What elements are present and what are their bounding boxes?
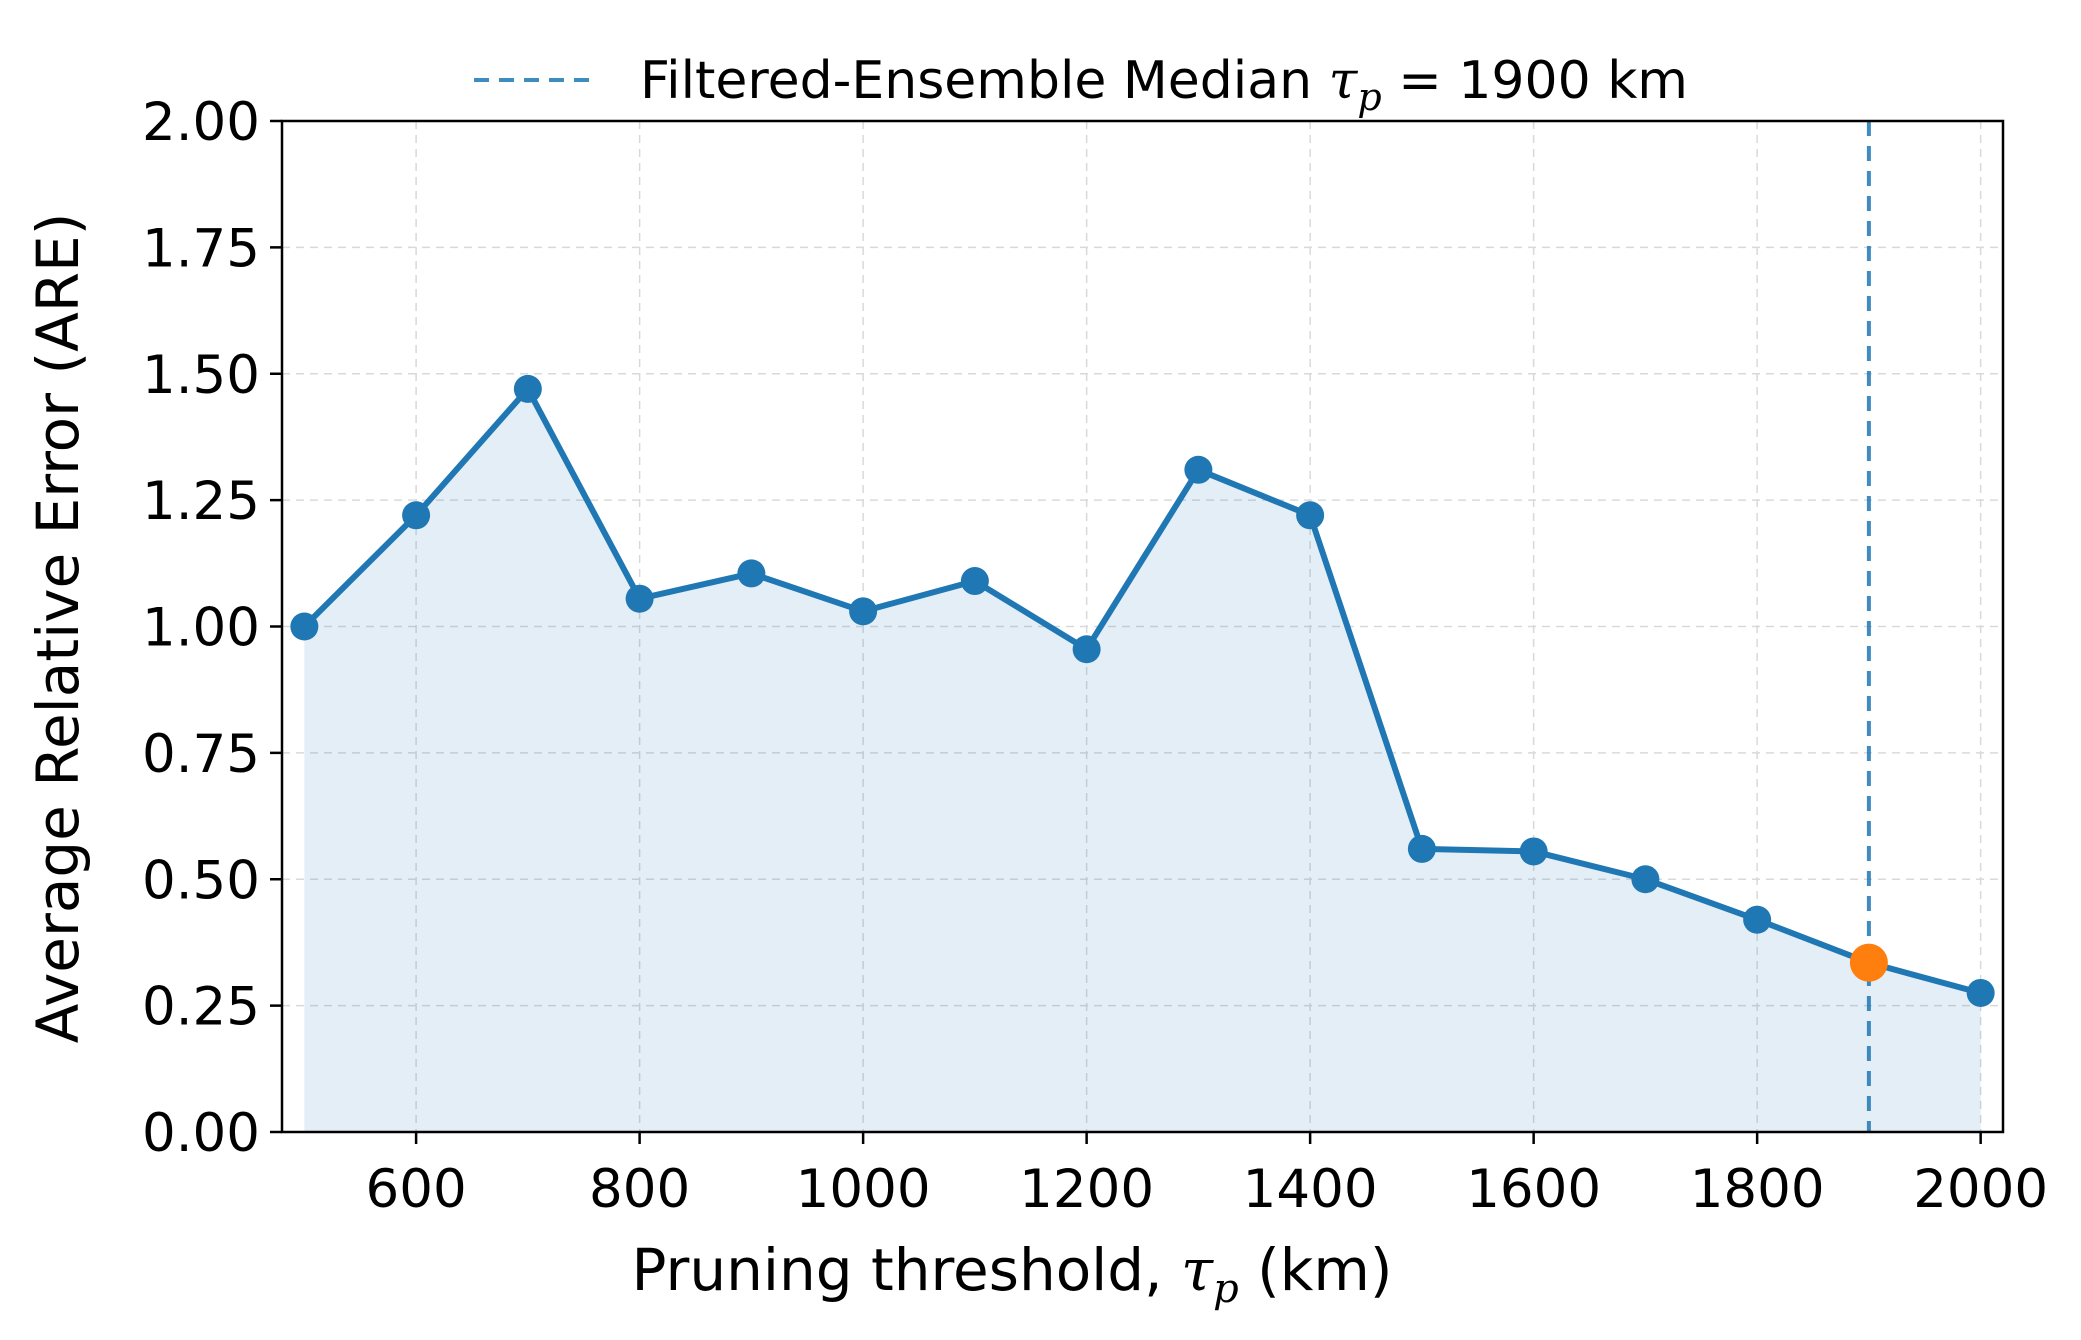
x-tick-label: 600	[366, 1159, 467, 1220]
x-axis: 600 800 1000 1200 1400 1600 1800 2000	[366, 1132, 2048, 1220]
data-point	[1184, 455, 1213, 484]
x-tick-label: 1800	[1690, 1159, 1825, 1220]
x-tick-label: 2000	[1913, 1159, 2048, 1220]
x-tick-label: 1600	[1466, 1159, 1601, 1220]
data-point	[1631, 865, 1660, 894]
data-point	[1743, 905, 1772, 934]
area-fill	[304, 388, 1981, 1132]
data-point	[1296, 501, 1325, 530]
data-point	[402, 501, 431, 530]
y-tick-label: 0.25	[142, 977, 260, 1038]
data-points	[290, 374, 1995, 1007]
y-tick-label: 1.25	[142, 471, 260, 532]
x-tick-label: 1000	[796, 1159, 931, 1220]
y-tick-label: 1.00	[142, 598, 260, 659]
legend-label: Filtered-Ensemble Median τp = 1900 km	[640, 51, 1688, 119]
x-axis-title: Pruning threshold, τp (km)	[632, 1236, 1393, 1312]
data-point	[290, 612, 319, 641]
legend: Filtered-Ensemble Median τp = 1900 km	[474, 51, 1688, 119]
data-point	[1407, 834, 1436, 863]
y-tick-label: 0.00	[142, 1103, 260, 1164]
data-point	[1966, 978, 1995, 1007]
data-point	[960, 567, 989, 596]
highlight-point	[1849, 943, 1888, 982]
data-point	[737, 559, 766, 588]
data-point	[513, 374, 542, 403]
y-tick-label: 1.50	[142, 345, 260, 406]
x-tick-label: 800	[589, 1159, 690, 1220]
data-point	[1519, 837, 1548, 866]
y-axis-title: Average Relative Error (ARE)	[24, 213, 92, 1044]
y-tick-label: 1.75	[142, 218, 260, 279]
y-tick-label: 2.00	[142, 92, 260, 153]
data-point	[1072, 635, 1101, 664]
x-tick-label: 1400	[1243, 1159, 1378, 1220]
x-tick-label: 1200	[1019, 1159, 1154, 1220]
y-tick-label: 0.75	[142, 724, 260, 785]
gridlines	[282, 121, 2003, 1132]
data-point	[625, 584, 654, 613]
y-tick-label: 0.50	[142, 850, 260, 911]
series-line	[302, 385, 1982, 996]
y-axis: 0.00 0.25 0.50 0.75 1.00 1.25 1.50 1.75 2.00	[142, 92, 282, 1164]
data-point	[849, 597, 878, 626]
